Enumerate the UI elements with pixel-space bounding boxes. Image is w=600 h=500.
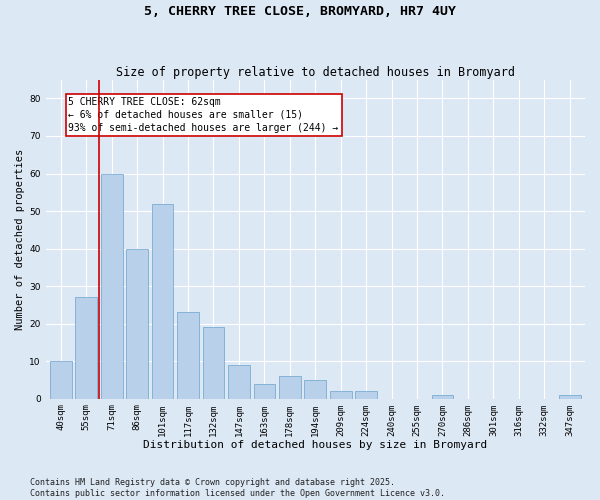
Y-axis label: Number of detached properties: Number of detached properties <box>15 148 25 330</box>
Bar <box>152 204 173 398</box>
Bar <box>431 395 454 398</box>
Bar <box>101 174 122 398</box>
Title: Size of property relative to detached houses in Bromyard: Size of property relative to detached ho… <box>116 66 515 78</box>
Bar <box>228 365 250 398</box>
Text: 5 CHERRY TREE CLOSE: 62sqm
← 6% of detached houses are smaller (15)
93% of semi-: 5 CHERRY TREE CLOSE: 62sqm ← 6% of detac… <box>68 96 338 133</box>
Bar <box>203 328 224 398</box>
Bar <box>50 361 71 399</box>
Bar <box>304 380 326 398</box>
Bar <box>330 391 352 398</box>
Bar <box>76 298 97 398</box>
Bar <box>254 384 275 398</box>
Bar <box>355 391 377 398</box>
X-axis label: Distribution of detached houses by size in Bromyard: Distribution of detached houses by size … <box>143 440 487 450</box>
Bar <box>279 376 301 398</box>
Bar <box>177 312 199 398</box>
Bar <box>559 395 581 398</box>
Text: 5, CHERRY TREE CLOSE, BROMYARD, HR7 4UY: 5, CHERRY TREE CLOSE, BROMYARD, HR7 4UY <box>144 5 456 18</box>
Bar <box>127 248 148 398</box>
Text: Contains HM Land Registry data © Crown copyright and database right 2025.
Contai: Contains HM Land Registry data © Crown c… <box>30 478 445 498</box>
